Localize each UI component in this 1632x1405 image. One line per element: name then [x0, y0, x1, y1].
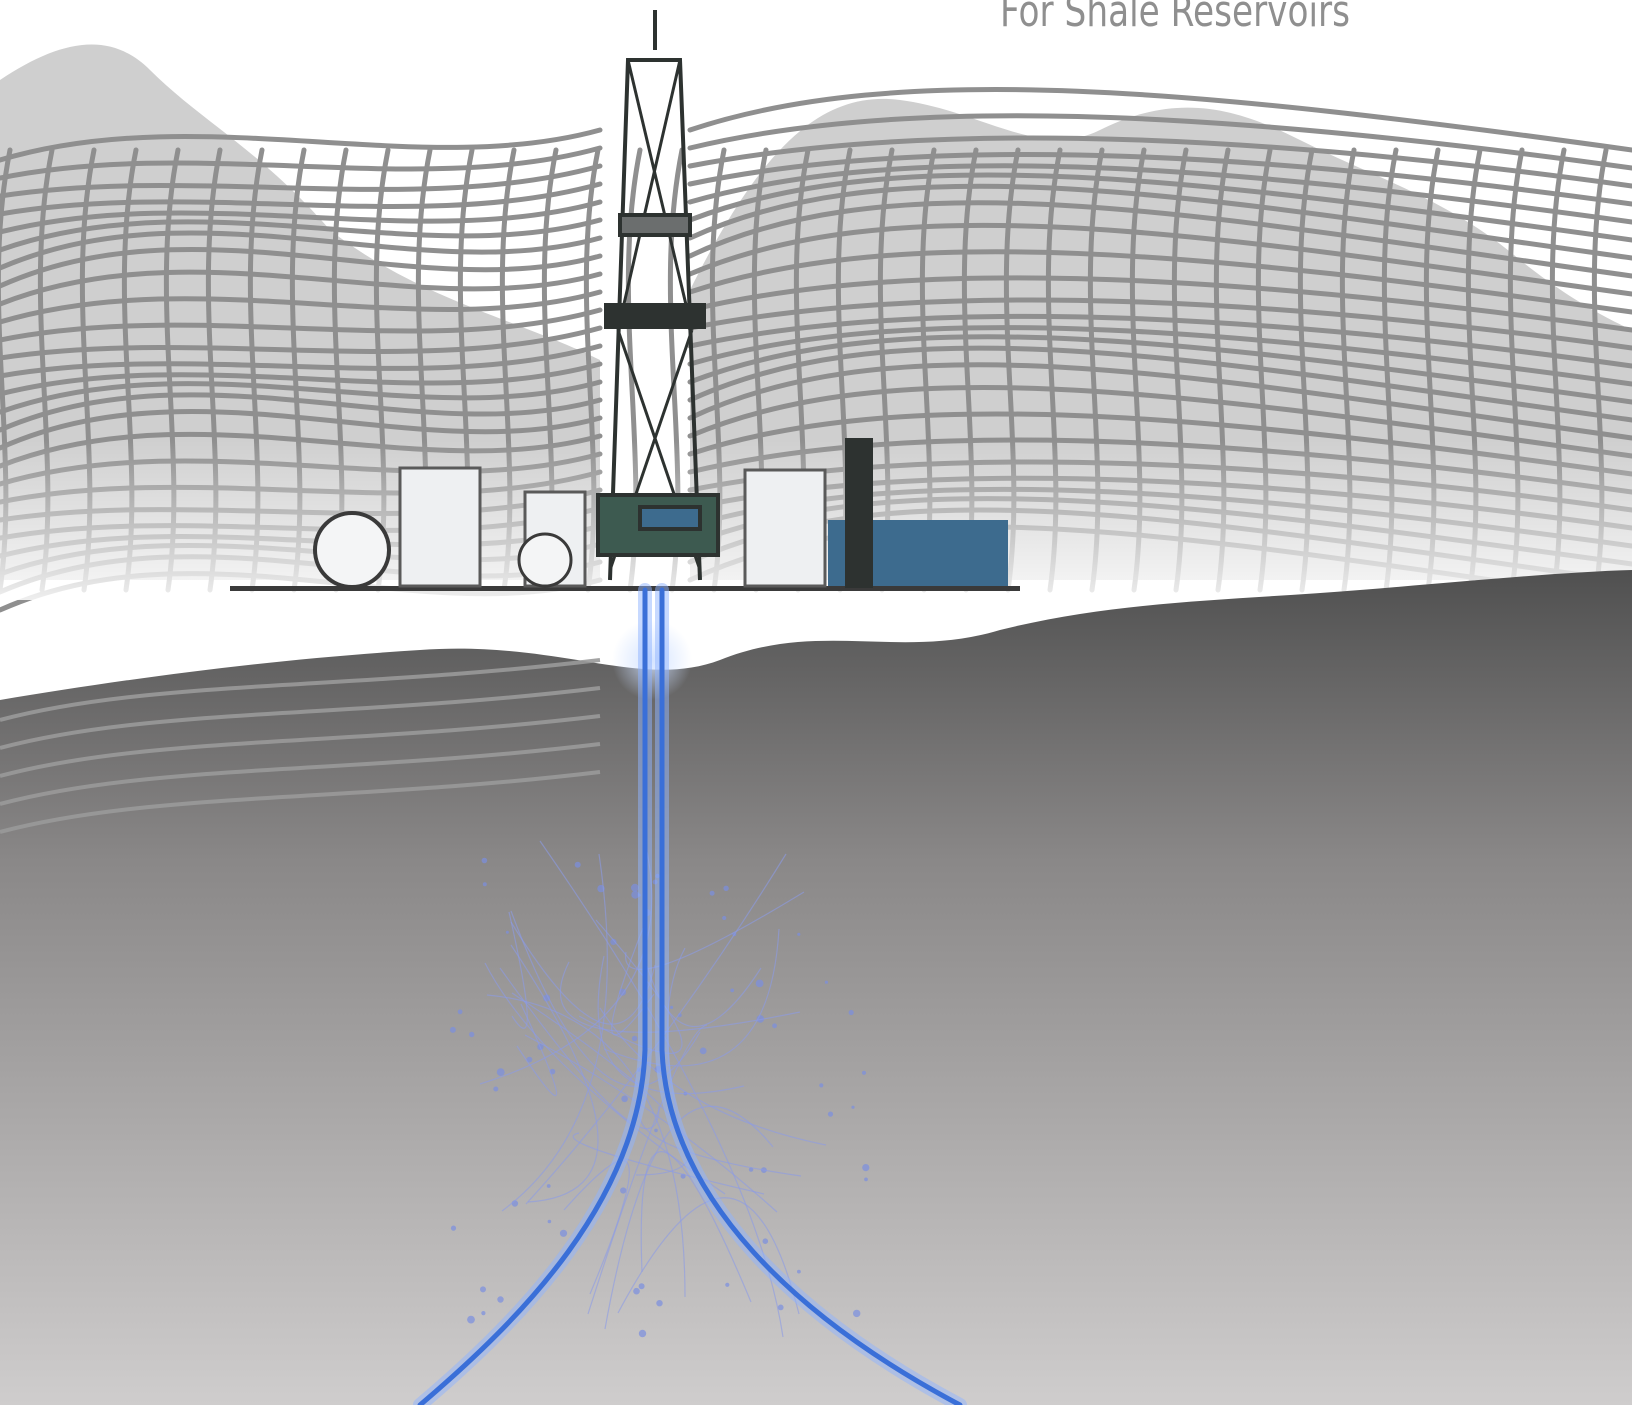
- fracture-point: [638, 1329, 647, 1338]
- fracture-point: [797, 1269, 801, 1274]
- fracture-point: [824, 980, 829, 984]
- fracture-point: [469, 1031, 475, 1038]
- fracture-point: [526, 1056, 533, 1063]
- fracture-point: [772, 1023, 777, 1029]
- process-building-icon: [828, 438, 1008, 588]
- fracture-line: [499, 967, 660, 1130]
- fracture-point: [559, 1229, 568, 1237]
- ground-mesh-line: [0, 742, 601, 806]
- fracture-point: [709, 890, 715, 896]
- fracture-point: [827, 1111, 834, 1117]
- spherical-tank-icon: [313, 511, 573, 589]
- headline-text: For Shale Reservoirs: [1000, 0, 1351, 37]
- fracture-point: [620, 1187, 627, 1194]
- fracture-point: [851, 1105, 855, 1109]
- fracture-point: [621, 1095, 628, 1103]
- fracture-point: [638, 1283, 645, 1290]
- fracture-point: [482, 882, 487, 887]
- fracture-line: [516, 1003, 558, 1097]
- fracture-point: [480, 1286, 486, 1293]
- fracture-line: [559, 961, 801, 1033]
- fracture-point: [610, 938, 617, 946]
- fracture-point: [574, 861, 581, 868]
- fracture-point: [496, 1068, 505, 1076]
- mesh-line: [0, 222, 1632, 307]
- fracture-point: [633, 1287, 640, 1295]
- fracture-line: [539, 840, 784, 1338]
- fracture-point: [797, 932, 801, 936]
- underground-layer: [0, 570, 1632, 1405]
- mesh-line: [0, 113, 1632, 181]
- mesh-line: [0, 249, 1632, 325]
- fracture-point: [481, 857, 488, 864]
- fracture-point: [723, 885, 729, 891]
- fracture-point: [654, 1128, 658, 1133]
- fracture-point: [853, 1309, 861, 1318]
- mesh-line: [0, 200, 1632, 289]
- fracture-point: [467, 1315, 475, 1324]
- fracture-point: [725, 1282, 730, 1287]
- fracture-line: [597, 955, 745, 1095]
- fracture-point: [762, 1238, 769, 1244]
- fracture-line: [510, 944, 599, 1203]
- fracture-point: [730, 988, 735, 993]
- fracture-line: [484, 962, 726, 1195]
- mesh-line: [0, 135, 1632, 199]
- fracture-point: [670, 1005, 674, 1010]
- fracture-line: [508, 911, 528, 1029]
- fracture-point: [497, 1296, 504, 1303]
- fracture-point: [449, 1026, 456, 1033]
- mesh-line: [0, 87, 1632, 163]
- fracture-line: [611, 917, 655, 1036]
- fracture-point: [450, 1225, 457, 1231]
- ground-mesh-line: [0, 770, 601, 834]
- fracture-point: [819, 1083, 824, 1088]
- fracture-line: [563, 1159, 630, 1295]
- fracture-point: [656, 1300, 663, 1307]
- fracture-point: [457, 1009, 463, 1015]
- fracture-line: [640, 1151, 752, 1303]
- ground-mesh-line: [0, 686, 601, 750]
- fracture-point: [481, 1311, 486, 1316]
- ground-mesh-line: [0, 658, 601, 722]
- fracture-point: [755, 979, 764, 988]
- fracture-point: [631, 883, 639, 892]
- fracture-line: [501, 853, 608, 1212]
- fracture-line: [572, 1132, 765, 1195]
- fracture-point: [546, 1184, 551, 1188]
- fracture-line: [510, 910, 701, 1087]
- fracture-point: [861, 1070, 867, 1075]
- fracture-point: [631, 1035, 638, 1042]
- fracture-point: [631, 890, 640, 899]
- fracture-point: [862, 1164, 870, 1172]
- fracture-point: [547, 1219, 552, 1224]
- drilling-rig-icon: [596, 10, 720, 581]
- storage-tank-icon: [398, 466, 827, 588]
- fracture-point: [699, 1047, 707, 1055]
- fracture-point: [777, 1304, 784, 1311]
- fracture-line: [617, 1197, 800, 1315]
- ground-mesh-line: [0, 714, 601, 778]
- wellbore-icon: [413, 583, 967, 1405]
- fracture-point: [493, 1086, 499, 1092]
- fracture-point: [848, 1009, 854, 1016]
- fracture-point: [505, 930, 509, 934]
- fracture-point: [722, 915, 727, 921]
- fracture-point: [864, 1177, 868, 1182]
